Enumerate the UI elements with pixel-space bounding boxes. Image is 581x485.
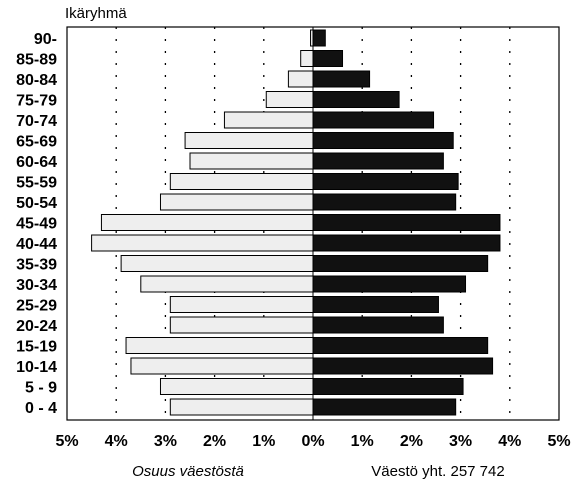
bar-right bbox=[312, 70, 371, 88]
y-tick-label: 90- bbox=[34, 31, 57, 48]
bar-right bbox=[312, 193, 457, 211]
bar-left bbox=[125, 337, 314, 354]
y-tick-label: 75-79 bbox=[16, 93, 57, 110]
y-tick-label: 30-34 bbox=[16, 277, 57, 294]
bar-left bbox=[100, 214, 314, 231]
x-tick-label: 2% bbox=[203, 433, 226, 450]
y-tick-label: 70-74 bbox=[16, 113, 57, 130]
y-tick-label: 55-59 bbox=[16, 175, 57, 192]
x-tick-labels: 5% 4% 3% 2% 1% 0% 1% 2% 3% 4% 5% bbox=[55, 433, 570, 450]
y-tick-label: 45-49 bbox=[16, 216, 57, 233]
bar-left bbox=[159, 193, 314, 211]
y-tick-label: 15-19 bbox=[16, 339, 57, 356]
bar-right bbox=[312, 398, 457, 416]
x-tick-label: 5% bbox=[547, 433, 570, 450]
bar-left bbox=[223, 111, 314, 129]
bar-right bbox=[312, 255, 489, 272]
bar-left bbox=[120, 255, 314, 272]
bar-right bbox=[312, 152, 444, 170]
x-tick-label: 4% bbox=[105, 433, 128, 450]
y-tick-label: 20-24 bbox=[16, 318, 57, 335]
bar-left bbox=[189, 152, 314, 170]
bar-right bbox=[312, 29, 326, 47]
chart-title: Ikäryhmä bbox=[65, 5, 127, 22]
y-tick-label: 5 - 9 bbox=[25, 380, 57, 397]
bar-right bbox=[312, 132, 454, 149]
bar-right bbox=[312, 111, 435, 129]
bar-right bbox=[312, 316, 444, 334]
bar-right bbox=[312, 378, 464, 395]
x-tick-label: 1% bbox=[252, 433, 275, 450]
y-tick-label: 40-44 bbox=[16, 236, 57, 253]
y-tick-label: 0 - 4 bbox=[25, 400, 57, 417]
right-series-bars bbox=[312, 29, 501, 416]
bar-left bbox=[265, 91, 314, 108]
x-tick-label: 5% bbox=[55, 433, 78, 450]
x-axis-label-right: Väestö yht. 257 742 bbox=[371, 463, 504, 480]
y-tick-label: 85-89 bbox=[16, 52, 57, 69]
y-tick-label: 25-29 bbox=[16, 298, 57, 315]
bar-left bbox=[91, 234, 314, 252]
bar-right bbox=[312, 50, 344, 67]
left-series-bars bbox=[91, 29, 314, 416]
bar-right bbox=[312, 337, 489, 354]
y-tick-label: 80-84 bbox=[16, 72, 57, 89]
x-tick-label: 4% bbox=[498, 433, 521, 450]
y-tick-label: 65-69 bbox=[16, 134, 57, 151]
bar-right bbox=[312, 357, 494, 375]
bar-right bbox=[312, 173, 459, 190]
bar-right bbox=[312, 275, 467, 293]
bar-right bbox=[312, 234, 501, 252]
x-tick-label: 1% bbox=[351, 433, 374, 450]
bar-left bbox=[169, 296, 314, 313]
bar-left bbox=[287, 70, 314, 88]
y-tick-label: 50-54 bbox=[16, 195, 57, 212]
x-tick-label: 3% bbox=[449, 433, 472, 450]
y-tick-labels: 0 - 4 5 - 9 10-14 15-19 20-24 25-29 30-34 35-39… bbox=[16, 31, 57, 417]
bar-right bbox=[312, 91, 400, 108]
bar-left bbox=[169, 173, 314, 190]
bar-left bbox=[130, 357, 314, 375]
bar-right bbox=[312, 296, 439, 313]
x-tick-label: 0% bbox=[301, 433, 324, 450]
bar-right bbox=[312, 214, 501, 231]
x-axis-label-left: Osuus väestöstä bbox=[132, 463, 244, 480]
bar-left bbox=[140, 275, 314, 293]
bar-left bbox=[169, 398, 314, 416]
x-tick-label: 3% bbox=[154, 433, 177, 450]
y-tick-label: 60-64 bbox=[16, 154, 57, 171]
y-tick-label: 10-14 bbox=[16, 359, 57, 376]
bar-left bbox=[169, 316, 314, 334]
bar-left bbox=[184, 132, 314, 149]
bar-left bbox=[159, 378, 314, 395]
bar-left bbox=[300, 50, 314, 67]
x-tick-label: 2% bbox=[400, 433, 423, 450]
y-tick-label: 35-39 bbox=[16, 257, 57, 274]
